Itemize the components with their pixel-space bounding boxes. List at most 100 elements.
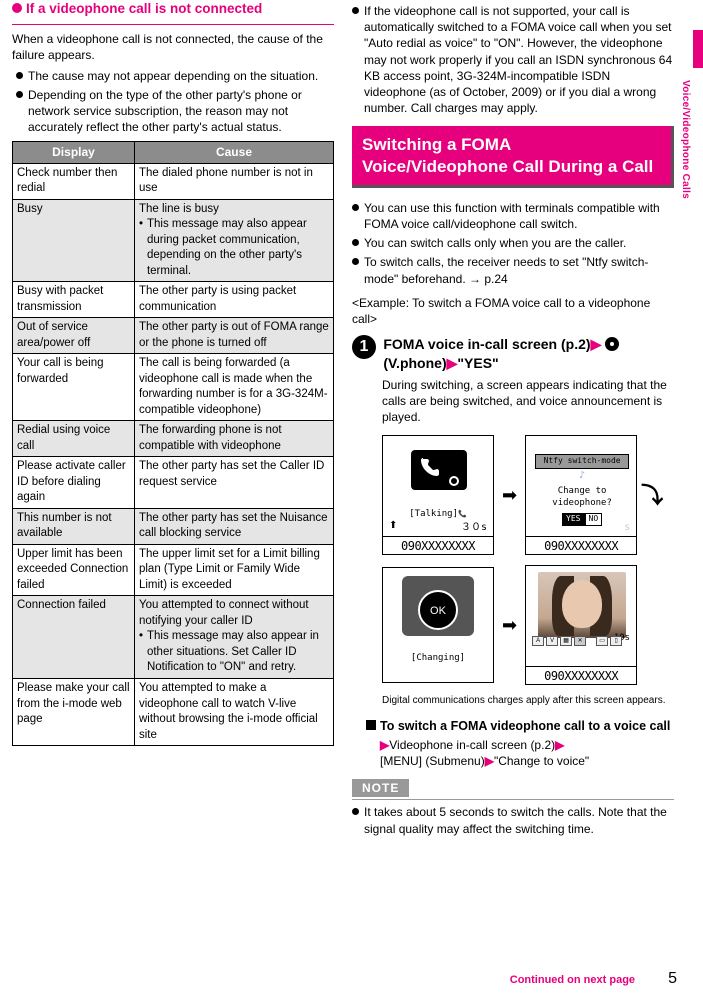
changing-label: [Changing] [383, 652, 493, 664]
yes-button[interactable]: YES [562, 513, 584, 526]
table-row: Connection failedYou attempted to connec… [13, 596, 334, 679]
screens-block: [Talking]📞 ⬆ ３０s 090XXXXXXXX ➡ Ntfy swit… [382, 435, 672, 685]
ghost-seconds: s [624, 521, 630, 535]
cell-cause: The call is being forwarded (a videophon… [134, 354, 333, 421]
bullet-item: You can switch calls only when you are t… [352, 235, 674, 251]
arrow-icon: ➡ [502, 483, 517, 507]
curve-arrow-icon: ⤵ [641, 481, 663, 511]
cell-display: Busy with packet transmission [13, 282, 135, 318]
screen-changing: OK [Changing] [382, 567, 494, 683]
cell-cause: You attempted to connect without notifyi… [134, 596, 333, 679]
arrow-icon: ▶ [485, 754, 494, 768]
cell-display: Your call is being forwarded [13, 354, 135, 421]
step-title-a: FOMA voice in-call screen (p.2) [383, 336, 590, 352]
step-1: 1 FOMA voice in-call screen (p.2)▶ (V.ph… [352, 335, 674, 373]
cell-cause: The forwarding phone is not compatible w… [134, 421, 333, 457]
cell-cause: The other party is using packet communic… [134, 282, 333, 318]
screen-dialog: Ntfy switch-mode ♪ Change to videophone?… [525, 435, 637, 555]
arrow-icon: ▶ [380, 738, 389, 752]
continued-label: Continued on next page [510, 974, 635, 986]
upload-icon: ⬆ [389, 519, 397, 533]
intro-para: When a videophone call is not connected,… [12, 31, 334, 63]
note-bullet: It takes about 5 seconds to switch the c… [352, 804, 674, 836]
seconds-label: ３０s [461, 521, 487, 535]
table-row: Please activate caller ID before dialing… [13, 457, 334, 509]
section-title-box: Switching a FOMA Voice/Videophone Call D… [352, 126, 674, 188]
talking-label: [Talking] [409, 509, 458, 519]
cell-display: Check number then redial [13, 163, 135, 199]
cell-cause: You attempted to make a videophone call … [134, 679, 333, 746]
table-row: Check number then redialThe dialed phone… [13, 163, 334, 199]
section-heading: If a videophone call is not connected [12, 0, 334, 18]
arrow-icon: ▶ [555, 738, 564, 752]
table-row: Please make your call from the i-mode we… [13, 679, 334, 746]
step-title-c: "YES" [457, 355, 498, 371]
phone-number: 090XXXXXXXX [526, 536, 636, 554]
example-intro: <Example: To switch a FOMA voice call to… [352, 295, 674, 327]
dialog-line2: videophone? [552, 498, 612, 508]
note-badge: NOTE [352, 779, 409, 797]
sidebar-accent [693, 30, 703, 68]
phone-icon [411, 450, 467, 490]
left-column: If a videophone call is not connected Wh… [12, 0, 334, 840]
sub-heading: To switch a FOMA videophone call to a vo… [366, 718, 674, 735]
cause-table: Display Cause Check number then redialTh… [12, 141, 334, 746]
step-body: During switching, a screen appears indic… [382, 377, 674, 426]
cell-cause: The other party has set the Caller ID re… [134, 457, 333, 509]
bullet-item: To switch calls, the receiver needs to s… [352, 254, 674, 286]
step-number-icon: 1 [352, 335, 376, 359]
no-button[interactable]: NO [585, 513, 603, 526]
cell-cause: The other party is out of FOMA range or … [134, 318, 333, 354]
table-row: Redial using voice callThe forwarding ph… [13, 421, 334, 457]
cell-display: Please activate caller ID before dialing… [13, 457, 135, 509]
cell-display: This number is not available [13, 508, 135, 544]
cell-display: Connection failed [13, 596, 135, 679]
th-cause: Cause [134, 142, 333, 163]
bullet-item: If the videophone call is not supported,… [352, 3, 674, 116]
divider [12, 24, 334, 25]
status-icons: AV▦✕ ▭▯ [532, 636, 622, 646]
step-title: FOMA voice in-call screen (p.2)▶ (V.phon… [383, 335, 663, 373]
phone-number: 090XXXXXXXX [383, 536, 493, 554]
cell-display: Redial using voice call [13, 421, 135, 457]
table-row: BusyThe line is busy• This message may a… [13, 199, 334, 282]
arrow-icon: ▶ [447, 355, 458, 371]
screen-videophone: 10s AV▦✕ ▭▯ 090XXXXXXXX [525, 565, 637, 685]
center-key-icon [605, 337, 619, 351]
sub-step: ▶Videophone in-call screen (p.2)▶ [MENU]… [380, 737, 674, 769]
sub-step-a: Videophone in-call screen (p.2) [389, 738, 555, 752]
table-row: Out of service area/power offThe other p… [13, 318, 334, 354]
page-footer: Continued on next page 5 [510, 968, 677, 990]
screens-caption: Digital communications charges apply aft… [382, 695, 674, 708]
screen-talking: [Talking]📞 ⬆ ３０s 090XXXXXXXX [382, 435, 494, 555]
right-column: If the videophone call is not supported,… [352, 0, 674, 840]
section-heading-text: If a videophone call is not connected [26, 1, 262, 16]
cell-display: Upper limit has been exceeded Connection… [13, 544, 135, 596]
step-title-b: (V.phone) [383, 355, 446, 371]
arrow-icon: ➡ [502, 613, 517, 637]
dialog-title: Ntfy switch-mode [535, 454, 629, 469]
video-image [538, 572, 626, 638]
cell-cause: The dialed phone number is not in use [134, 163, 333, 199]
th-display: Display [13, 142, 135, 163]
arrow-icon: ▶ [591, 336, 602, 352]
cell-display: Busy [13, 199, 135, 282]
bullet-item: Depending on the type of the other party… [16, 87, 334, 136]
cell-cause: The other party has set the Nuisance cal… [134, 508, 333, 544]
note-divider [352, 799, 674, 800]
cell-cause: The line is busy• This message may also … [134, 199, 333, 282]
phone-number: 090XXXXXXXX [526, 666, 636, 684]
table-row: Your call is being forwardedThe call is … [13, 354, 334, 421]
cell-cause: The upper limit set for a Limit billing … [134, 544, 333, 596]
sub-step-b: [MENU] (Submenu) [380, 754, 485, 768]
table-row: Upper limit has been exceeded Connection… [13, 544, 334, 596]
sub-step-c: "Change to voice" [494, 754, 589, 768]
page-number: 5 [668, 970, 677, 987]
sidebar-section-label: Voice/Videophone Calls [679, 80, 693, 199]
table-row: Busy with packet transmissionThe other p… [13, 282, 334, 318]
table-row: This number is not availableThe other pa… [13, 508, 334, 544]
dialog-line1: Change to [558, 486, 607, 496]
cell-display: Out of service area/power off [13, 318, 135, 354]
cell-display: Please make your call from the i-mode we… [13, 679, 135, 746]
confirm-dialog: Ntfy switch-mode ♪ Change to videophone?… [535, 454, 629, 525]
